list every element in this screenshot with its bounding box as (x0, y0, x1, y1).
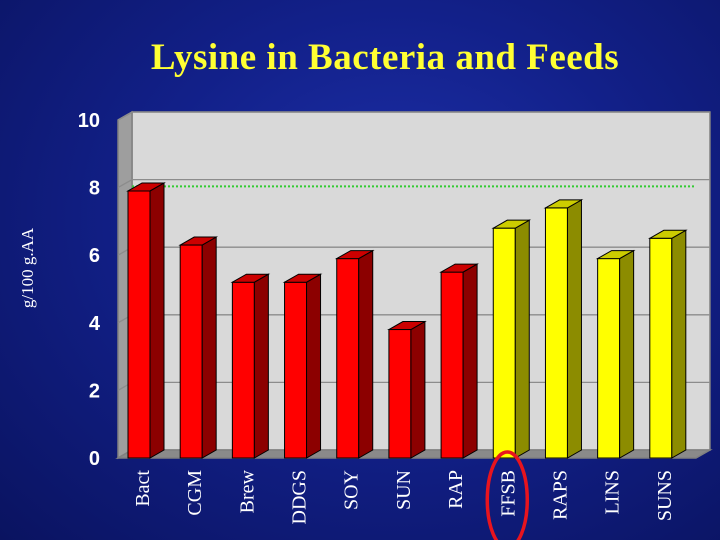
bar (127, 190, 151, 459)
bar-top (595, 250, 636, 260)
y-tick-labels: 0 2 4 6 8 10 (78, 110, 101, 470)
y-tick-label: 2 (89, 380, 100, 402)
bar (544, 207, 568, 459)
bar-side (619, 249, 635, 459)
bar-top (126, 182, 166, 192)
chart-title: Lysine in Bacteria and Feeds (150, 37, 620, 78)
bar (440, 271, 464, 459)
bar-top (334, 250, 375, 260)
x-category-label: CGM (184, 470, 206, 516)
bar (492, 227, 516, 459)
bar-side (149, 182, 165, 459)
y-tick-label: 4 (89, 313, 101, 335)
y-tick-label: 0 (89, 448, 100, 470)
bar (388, 329, 412, 459)
bar-top (178, 236, 219, 246)
bars-group (126, 182, 688, 459)
y-tick-label: 10 (78, 110, 100, 132)
bar (231, 281, 255, 459)
bar-side (358, 249, 374, 459)
gridline (117, 178, 710, 189)
bar-top (282, 273, 323, 283)
bar (597, 258, 621, 459)
bar-top (491, 219, 532, 229)
x-category-label: RAPS (549, 470, 571, 520)
x-category-label: LINS (602, 470, 624, 514)
bar-top (647, 229, 688, 239)
bar (336, 258, 360, 459)
bar-side (201, 236, 217, 459)
bar-side (671, 229, 687, 459)
x-category-label: Bact (132, 470, 154, 507)
bar-side (462, 263, 478, 459)
x-category-label: SOY (341, 470, 363, 510)
y-tick-label: 6 (89, 245, 100, 267)
bar (284, 281, 308, 459)
bar-top (543, 199, 584, 209)
bar-side (306, 273, 322, 459)
bar (179, 244, 203, 459)
bar-top (439, 263, 479, 273)
bar-side (410, 320, 426, 459)
y-tick-label: 8 (89, 178, 100, 200)
bar-top (387, 321, 427, 331)
bar-side (514, 219, 530, 459)
x-category-label: FFSB (497, 470, 519, 517)
bar-side (566, 199, 582, 459)
x-category-label: SUNS (654, 470, 676, 521)
highlight-group (485, 450, 530, 540)
bar (649, 237, 673, 459)
x-category-labels: Bact CGM Brew DDGS SOY SUN RAP FFSB RAPS LINS SUNS (132, 469, 676, 524)
bar-side (253, 273, 269, 459)
x-category-label: Brew (236, 469, 258, 513)
highlight-ellipse (485, 450, 530, 540)
x-category-label: RAP (445, 470, 467, 509)
x-category-label: DDGS (289, 470, 311, 524)
gridline (117, 111, 710, 121)
x-category-label: SUN (393, 470, 415, 510)
bar-top (230, 273, 271, 283)
